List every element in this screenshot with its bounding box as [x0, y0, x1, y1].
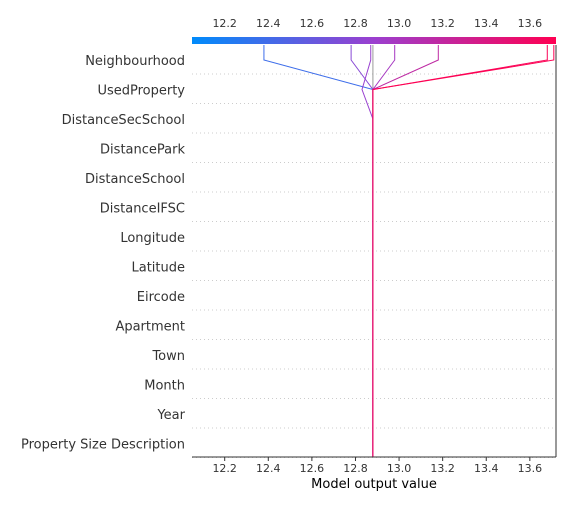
x-tick-label-top: 12.2 — [212, 17, 237, 30]
x-tick-label-bottom: 13.6 — [518, 462, 543, 475]
feature-label: DistanceIFSC — [100, 202, 185, 217]
decision-line — [372, 45, 555, 457]
x-tick-label-bottom: 12.4 — [256, 462, 281, 475]
x-tick-label-bottom: 13.4 — [474, 462, 499, 475]
feature-labels: Property Size Description Year Month Town Ap… — [21, 54, 186, 453]
x-tick-label-top: 13.2 — [430, 17, 455, 30]
decision-line — [361, 45, 374, 457]
x-tick-labels: 12.2 12.2 12.4 12.4 12.6 12.6 12.8 12.8 13.0 13.0… — [212, 17, 542, 475]
x-tick-label-top: 13.4 — [474, 17, 499, 30]
x-tick-label-top: 12.6 — [300, 17, 325, 30]
feature-label: Year — [156, 408, 185, 423]
x-tick-label-bottom: 13.2 — [430, 462, 455, 475]
x-tick-label-top: 13.0 — [387, 17, 412, 30]
decision-line — [350, 45, 374, 457]
row-gridlines — [192, 73, 556, 458]
x-tick-label-bottom: 13.0 — [387, 462, 412, 475]
x-axis-label: Model output value — [311, 477, 437, 492]
decision-lines — [263, 45, 555, 457]
x-tick-label-top: 12.8 — [343, 17, 368, 30]
feature-label: Apartment — [115, 320, 185, 335]
feature-label: DistancePark — [100, 143, 185, 158]
feature-label: Property Size Description — [21, 438, 185, 453]
x-tick-label-bottom: 12.6 — [300, 462, 325, 475]
feature-label: Town — [151, 349, 185, 364]
feature-label: Month — [144, 379, 185, 394]
x-tick-label-bottom: 12.2 — [212, 462, 237, 475]
axes — [192, 45, 557, 458]
x-tick-label-top: 12.4 — [256, 17, 281, 30]
feature-label: DistanceSecSchool — [62, 113, 185, 128]
colorbar-gradient — [192, 37, 556, 44]
feature-label: Longitude — [120, 231, 185, 246]
x-tick-label-top: 13.6 — [518, 17, 543, 30]
feature-label: Neighbourhood — [85, 54, 185, 69]
feature-label: Eircode — [137, 290, 185, 305]
colorbar — [192, 37, 556, 44]
feature-label: UsedProperty — [97, 84, 185, 99]
feature-label: DistanceSchool — [85, 172, 185, 187]
feature-label: Latitude — [131, 261, 185, 276]
x-tick-label-bottom: 12.8 — [343, 462, 368, 475]
